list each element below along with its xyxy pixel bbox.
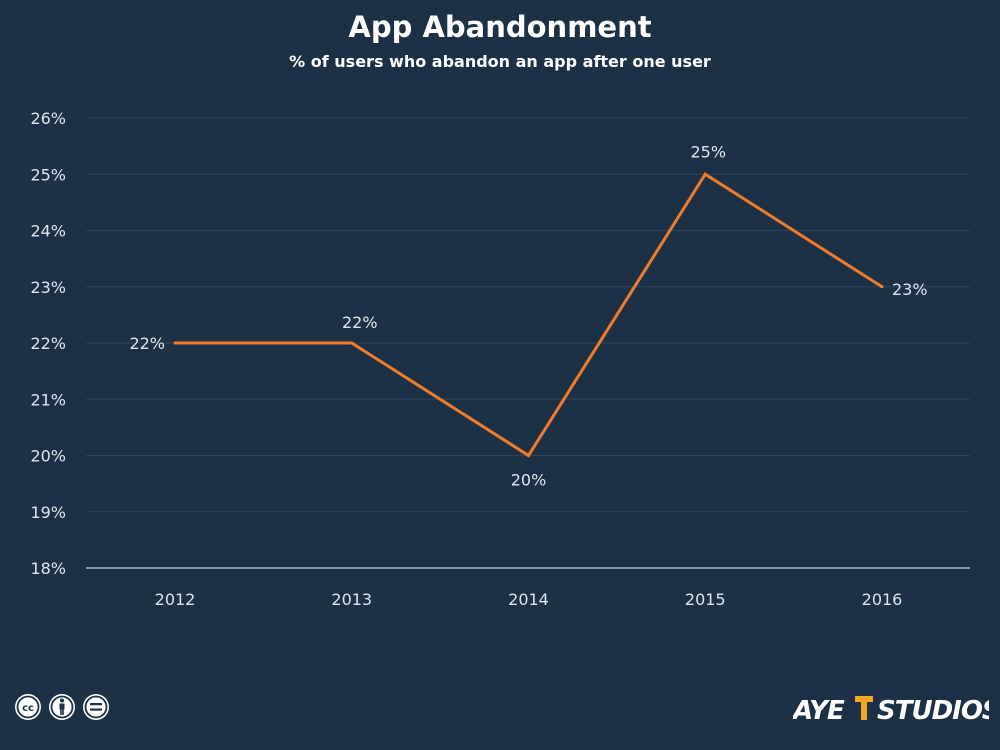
x-tick-label: 2013 (331, 590, 372, 609)
brand-logo: AYE STUDIOS (791, 692, 1000, 726)
y-tick-label: 23% (30, 278, 66, 297)
y-tick-label: 24% (30, 222, 66, 241)
y-tick-label: 20% (30, 447, 66, 466)
creative-commons-icon: cc (15, 694, 41, 720)
series-line (175, 172, 883, 458)
data-point (880, 285, 884, 289)
x-axis-ticks: 2012 2013 2014 2015 2016 (155, 590, 903, 609)
x-tick-label: 2016 (862, 590, 903, 609)
chart-subtitle: % of users who abandon an app after one … (289, 52, 711, 71)
y-tick-label: 26% (30, 109, 66, 128)
y-tick-label: 25% (30, 165, 66, 184)
y-tick-label: 21% (30, 390, 66, 409)
y-axis-ticks: 18% 19% 20% 21% 22% 23% 24% 25% 26% (30, 109, 66, 578)
data-point (527, 454, 530, 457)
data-point (173, 341, 177, 345)
y-tick-label: 19% (30, 503, 66, 522)
series-layer (173, 172, 884, 458)
no-derivatives-icon (83, 694, 109, 720)
svg-text:cc: cc (22, 703, 34, 714)
svg-text:AYE: AYE (793, 696, 845, 726)
data-label: 20% (511, 471, 547, 490)
data-label: 22% (129, 334, 165, 353)
data-label: 23% (892, 280, 928, 299)
x-tick-label: 2014 (508, 590, 549, 609)
x-tick-label: 2012 (155, 590, 196, 609)
gridlines (86, 117, 970, 569)
line-chart: 18% 19% 20% 21% 22% 23% 24% 25% 26% 2012 2013 2014… (30, 109, 970, 609)
chart-title: App Abandonment (348, 10, 652, 44)
attribution-icon (49, 694, 75, 720)
y-tick-label: 22% (30, 334, 66, 353)
license-badges: cc (12, 690, 112, 730)
y-tick-label: 18% (30, 559, 66, 578)
data-label: 25% (690, 142, 726, 161)
svg-text:STUDIOS: STUDIOS (877, 696, 989, 726)
data-point (703, 172, 707, 176)
x-tick-label: 2015 (685, 590, 726, 609)
data-labels: 22% 22% 20% 25% 23% (129, 142, 927, 489)
data-label: 22% (342, 313, 378, 332)
data-point (350, 341, 354, 345)
